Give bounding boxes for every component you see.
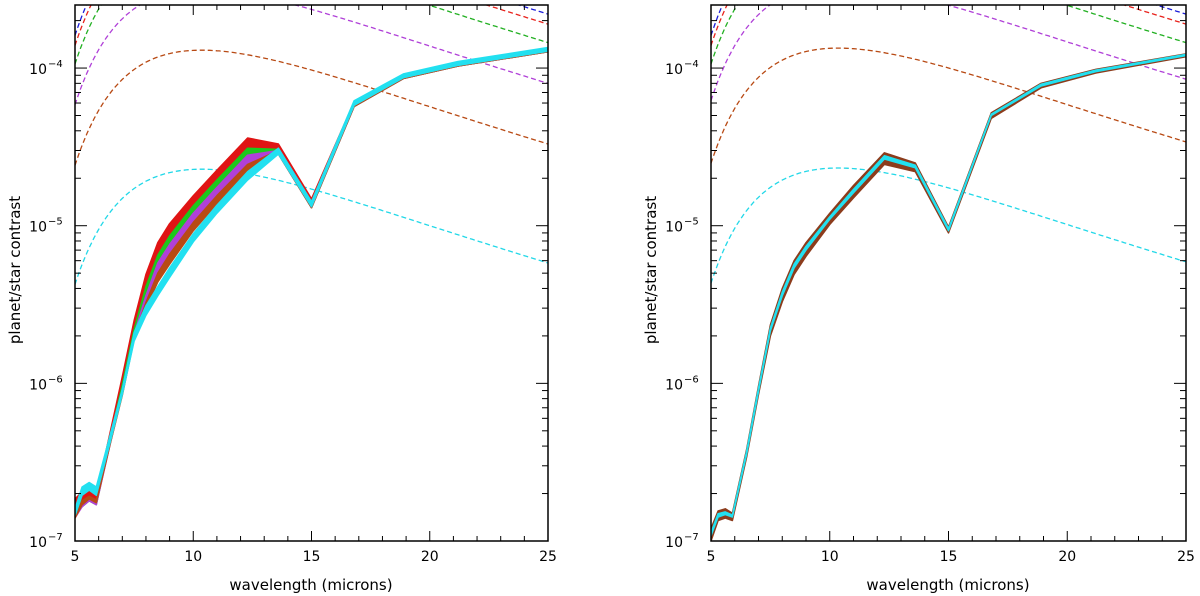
y-tick-label: 10	[29, 377, 47, 393]
x-tick-label: 15	[940, 549, 958, 565]
y-tick-label: 10	[665, 62, 683, 78]
y-tick-exponent: −5	[684, 217, 699, 228]
y-axis-label: planet/star contrast	[642, 196, 660, 344]
x-axis-label: wavelength (microns)	[229, 576, 392, 594]
dashed-curve-4	[711, 47, 1186, 166]
dashed-curve-4	[75, 49, 548, 168]
dashed-curve-3	[711, 5, 1186, 103]
dashed-curve-1	[711, 5, 1186, 48]
plot-frame	[710, 4, 1187, 542]
left-panel: planet/star contrast wavelength (microns…	[6, 4, 557, 594]
x-tick-label: 10	[821, 549, 839, 565]
y-tick-label: 10	[29, 62, 47, 78]
dashed-curve-5	[75, 168, 548, 287]
y-tick-exponent: −4	[48, 59, 63, 70]
x-tick-label: 5	[71, 549, 80, 565]
y-tick-label: 10	[665, 220, 683, 236]
y-tick-exponent: −7	[48, 532, 63, 543]
x-tick-label: 15	[303, 549, 321, 565]
dashed-curve-0	[75, 5, 548, 38]
band-cyan	[711, 53, 1186, 537]
band-cyan	[75, 46, 548, 517]
dashed-curve-0	[711, 5, 1186, 38]
right-panel: planet/star contrast wavelength (microns…	[642, 4, 1195, 594]
y-tick-exponent: −7	[684, 532, 699, 543]
plot-area	[711, 5, 1186, 541]
x-tick-label: 25	[539, 549, 557, 565]
x-tick-label: 20	[1058, 549, 1076, 565]
y-tick-exponent: −5	[48, 217, 63, 228]
x-tick-label: 25	[1177, 549, 1195, 565]
dashed-curve-1	[75, 5, 548, 48]
y-tick-exponent: −6	[48, 374, 63, 385]
x-tick-label: 10	[184, 549, 202, 565]
y-tick-label: 10	[665, 535, 683, 551]
x-tick-label: 5	[707, 549, 716, 565]
plot-area	[75, 5, 548, 519]
band-red	[75, 48, 548, 512]
dashed-curve-5	[711, 167, 1186, 286]
y-tick-label: 10	[665, 377, 683, 393]
x-axis-label: wavelength (microns)	[866, 576, 1029, 594]
y-tick-exponent: −4	[684, 59, 699, 70]
x-tick-label: 20	[421, 549, 439, 565]
y-tick-label: 10	[29, 220, 47, 236]
dashed-curve-2	[75, 5, 548, 67]
y-tick-exponent: −6	[684, 374, 699, 385]
y-tick-label: 10	[29, 535, 47, 551]
y-axis-label: planet/star contrast	[6, 196, 24, 344]
